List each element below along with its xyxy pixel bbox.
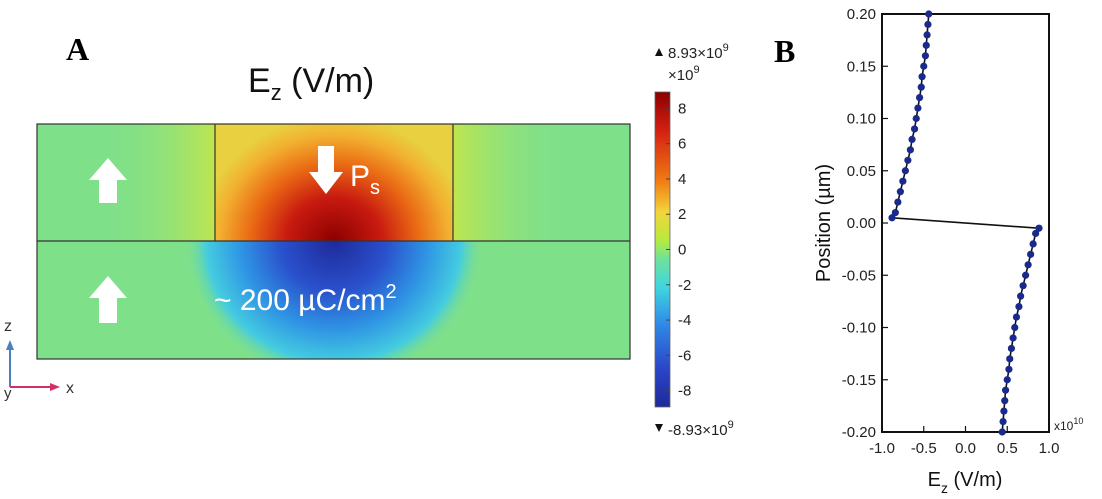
colorbar-tick-label: 6 <box>678 136 686 153</box>
y-tick-label: -0.20 <box>842 424 876 441</box>
x-multiplier: x1010 <box>1054 416 1083 433</box>
x-axis-label: x <box>66 380 74 397</box>
panel-b: B 0.20 0.15 0.10 0.05 0.00 -0.05 -0.10 -0.15 -0.… <box>774 6 1083 496</box>
x-ticks: -1.0 -0.5 0.0 0.5 1.0 <box>869 426 1059 457</box>
data-point <box>923 31 931 39</box>
data-point <box>1015 303 1023 311</box>
x-tick-label: -1.0 <box>869 440 895 457</box>
data-point <box>925 10 933 18</box>
y-tick-label: 0.00 <box>847 215 876 232</box>
y-ticks: 0.20 0.15 0.10 0.05 0.00 -0.05 -0.10 -0.15 -0.20 <box>842 6 888 441</box>
data-point <box>1032 229 1040 238</box>
data-point <box>891 208 899 217</box>
y-tick-label: -0.10 <box>842 320 876 337</box>
y-tick-label: 0.10 <box>847 111 876 128</box>
colorbar-tick-label: -8 <box>678 383 691 400</box>
colorbar-tick-label: -4 <box>678 312 691 329</box>
colorbar-tick-label: -6 <box>678 347 691 364</box>
data-point <box>901 167 909 175</box>
up-polarization-arrow-top <box>89 158 127 203</box>
data-point <box>1009 334 1017 342</box>
data-point <box>1003 376 1011 384</box>
field-map: Ps ~ 200 µC/cm2 <box>36 123 631 360</box>
data-point <box>1006 355 1014 363</box>
y-tick-label: 0.20 <box>847 6 876 23</box>
data-point <box>1011 323 1019 332</box>
left-domain-fringe <box>100 124 215 241</box>
data-point <box>1000 407 1008 415</box>
data-point <box>1024 261 1032 269</box>
colorbar-tick-label: -2 <box>678 277 691 294</box>
x-tick-label: 0.0 <box>955 440 976 457</box>
data-point <box>1001 386 1010 394</box>
z-axis-label: z <box>4 318 12 335</box>
colorbar-tick-label: 4 <box>678 171 686 188</box>
colorbar-multiplier: ×109 <box>668 64 700 84</box>
data-point <box>998 428 1006 436</box>
charge-density-label: ~ 200 µC/cm2 <box>214 281 397 317</box>
data-point <box>1019 282 1027 290</box>
data-point <box>999 417 1007 426</box>
data-point <box>920 62 928 70</box>
y-tick-label: 0.05 <box>847 163 876 180</box>
field-map-title: Ez (V/m) <box>248 62 374 105</box>
axis-triad: z x y <box>4 318 74 402</box>
panel-a: A Ez (V/m) <box>4 31 734 439</box>
substrate-field <box>144 241 524 359</box>
data-point <box>922 41 930 49</box>
data-point <box>888 214 896 222</box>
data-point <box>924 20 932 29</box>
colorbar-tick-label: 0 <box>678 242 686 259</box>
ps-label: Ps <box>350 160 380 199</box>
data-point <box>1012 313 1021 321</box>
colorbar-min: -8.93×109 <box>668 419 734 439</box>
right-domain-fringe <box>453 124 568 241</box>
profile-plot: 0.20 0.15 0.10 0.05 0.00 -0.05 -0.10 -0.15 -0.20… <box>842 6 1060 457</box>
data-point <box>912 114 920 123</box>
data-point <box>1017 292 1025 300</box>
x-tick-label: -0.5 <box>911 440 937 457</box>
data-point <box>1005 365 1013 373</box>
data-point <box>899 177 907 185</box>
y-tick-label: -0.15 <box>842 372 876 389</box>
colorbar-ticks: 8 6 4 2 0 -2 -4 -6 -8 <box>666 100 691 400</box>
data-point <box>904 156 912 164</box>
z-axis-arrowhead <box>6 340 14 350</box>
min-marker-icon <box>655 424 663 432</box>
data-point <box>896 188 904 196</box>
data-point <box>908 135 916 143</box>
data-point <box>1007 344 1016 352</box>
colorbar-max: 8.93×109 <box>668 42 729 62</box>
y-axis-label: y <box>4 385 12 402</box>
colorbar-tick-label: 2 <box>678 206 686 223</box>
data-point <box>1027 250 1035 258</box>
series-profile <box>888 10 1043 436</box>
x-axis-arrowhead <box>50 383 60 391</box>
panel-a-label: A <box>66 31 89 67</box>
data-point <box>914 104 922 112</box>
x-tick-label: 1.0 <box>1039 440 1060 457</box>
data-point <box>1022 271 1030 279</box>
x-tick-label: 0.5 <box>997 440 1018 457</box>
data-point <box>1035 224 1043 232</box>
data-point <box>910 125 919 133</box>
data-point <box>918 73 926 81</box>
y-tick-label: -0.05 <box>842 267 876 284</box>
data-point <box>1001 397 1009 405</box>
data-point <box>894 198 902 206</box>
y-tick-label: 0.15 <box>847 58 876 75</box>
down-polarization-arrow <box>309 146 343 194</box>
colorbar-tick-label: 8 <box>678 100 686 117</box>
data-point <box>906 146 914 154</box>
data-point <box>917 83 925 91</box>
panel-b-label: B <box>774 33 795 69</box>
colorbar: 8.93×109 ×109 8 6 4 2 0 -2 -4 -6 -8 -8.93×109 <box>654 42 734 439</box>
data-point <box>915 94 924 102</box>
data-point <box>921 52 930 60</box>
x-axis-title: Ez (V/m) <box>928 469 1003 496</box>
y-axis-title: Position (µm) <box>813 164 835 282</box>
data-point <box>1029 240 1037 248</box>
max-marker-icon <box>655 48 663 56</box>
up-polarization-arrow-bottom <box>89 276 127 323</box>
